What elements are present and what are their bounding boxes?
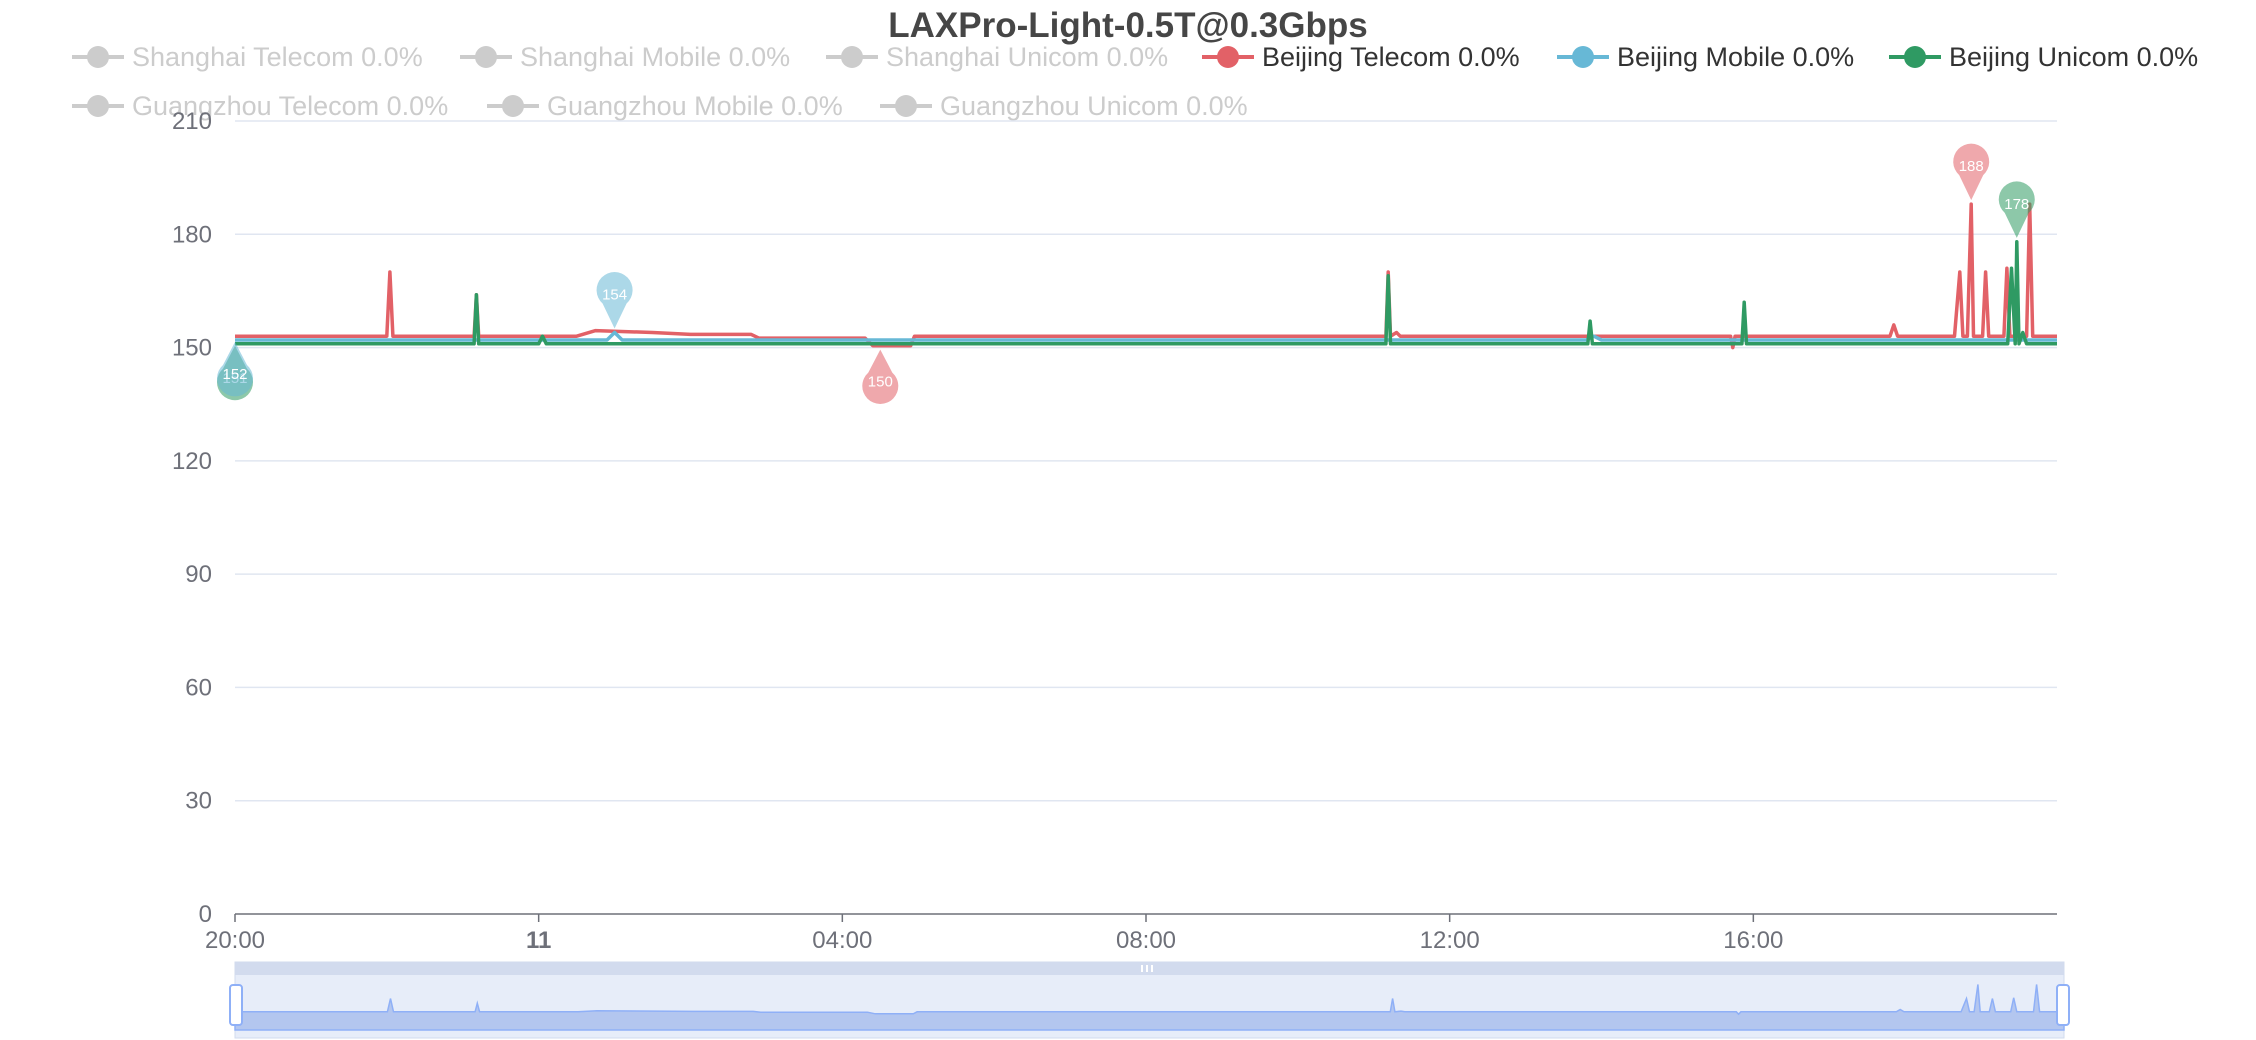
series-line-beijing-unicom[interactable] — [235, 240, 2057, 346]
y-axis: 0 30 60 90 120 150 180 210 — [172, 108, 212, 928]
x-tick-label: 04:00 — [812, 927, 872, 954]
y-tick-label: 210 — [172, 108, 212, 135]
legend-line-dot-icon — [826, 46, 878, 68]
data-zoom-preview — [234, 984, 2065, 1031]
chart-title: LAXPro-Light-0.5T@0.3Gbps — [888, 6, 1368, 45]
legend-label: Beijing Telecom 0.0% — [1262, 41, 1520, 72]
legend-item-shanghai-unicom[interactable]: Shanghai Unicom 0.0% — [824, 37, 1168, 77]
x-tick-label: 20:00 — [205, 927, 265, 954]
legend-label: Beijing Mobile 0.0% — [1617, 41, 1855, 72]
marker-label: 178 — [2004, 196, 2029, 213]
legend-label: Guangzhou Unicom 0.0% — [940, 90, 1248, 121]
legend-item-beijing-unicom[interactable]: Beijing Unicom 0.0% — [1887, 37, 2198, 77]
y-tick-label: 90 — [185, 561, 212, 588]
legend-line-dot-icon — [72, 95, 124, 117]
legend-line-dot-icon — [487, 95, 539, 117]
marker-max-beijing-telecom[interactable]: 188 — [1953, 143, 1990, 201]
data-zoom-right-handle[interactable] — [2056, 984, 2070, 1026]
x-axis: 20:00 11 04:00 08:00 12:00 16:00 — [205, 913, 2057, 954]
x-tick-label: 11 — [526, 927, 551, 954]
legend-line-dot-icon — [72, 46, 124, 68]
legend-item-guangzhou-telecom[interactable]: Guangzhou Telecom 0.0% — [70, 86, 448, 126]
legend: Shanghai Telecom 0.0% Shanghai Mobile 0.0… — [0, 0, 2256, 150]
data-zoom-left-handle[interactable] — [229, 984, 243, 1026]
legend-item-guangzhou-mobile[interactable]: Guangzhou Mobile 0.0% — [485, 86, 843, 126]
y-tick-label: 180 — [172, 221, 212, 248]
marker-label: 188 — [1959, 158, 1984, 175]
y-tick-label: 120 — [172, 448, 212, 475]
series-line-beijing-mobile[interactable] — [235, 330, 2057, 342]
x-tick-label: 16:00 — [1723, 927, 1783, 954]
marker-label: 152 — [222, 366, 247, 383]
series-lines — [235, 202, 2057, 350]
y-tick-label: 150 — [172, 335, 212, 362]
x-tick-label: 12:00 — [1420, 927, 1480, 954]
legend-label: Shanghai Unicom 0.0% — [886, 41, 1169, 72]
y-tick-label: 0 — [199, 901, 212, 928]
legend-item-shanghai-mobile[interactable]: Shanghai Mobile 0.0% — [458, 37, 790, 77]
legend-line-dot-icon — [460, 46, 512, 68]
legend-line-dot-icon — [1202, 46, 1254, 68]
marker-label: 150 — [868, 374, 893, 391]
legend-item-guangzhou-unicom[interactable]: Guangzhou Unicom 0.0% — [878, 86, 1248, 126]
y-tick-label: 60 — [185, 674, 212, 701]
legend-label: Shanghai Telecom 0.0% — [132, 41, 423, 72]
data-zoom-slider[interactable] — [229, 961, 2070, 1039]
legend-item-shanghai-telecom[interactable]: Shanghai Telecom 0.0% — [70, 37, 423, 77]
legend-label: Guangzhou Telecom 0.0% — [132, 90, 449, 121]
legend-line-dot-icon — [1889, 46, 1941, 68]
legend-line-dot-icon — [1557, 46, 1609, 68]
x-tick-label: 08:00 — [1116, 927, 1176, 954]
legend-label: Shanghai Mobile 0.0% — [520, 41, 791, 72]
data-zoom-move-handle-icon[interactable] — [1141, 965, 1153, 972]
legend-item-beijing-mobile[interactable]: Beijing Mobile 0.0% — [1555, 37, 1854, 77]
legend-label: Guangzhou Mobile 0.0% — [547, 90, 843, 121]
marker-label: 154 — [602, 286, 627, 303]
marker-max-beijing-mobile[interactable]: 154 — [596, 272, 633, 329]
legend-label: Beijing Unicom 0.0% — [1949, 41, 2199, 72]
legend-item-beijing-telecom[interactable]: Beijing Telecom 0.0% — [1200, 37, 1520, 77]
y-tick-label: 30 — [185, 788, 212, 815]
marker-max-beijing-unicom[interactable]: 178 — [1998, 181, 2035, 238]
value-markers: 151152154150188178 — [217, 143, 2035, 404]
data-zoom-move-bar[interactable] — [235, 962, 2064, 975]
marker-min-beijing-telecom[interactable]: 150 — [862, 349, 899, 404]
grid-lines — [235, 120, 2057, 802]
series-line-beijing-telecom[interactable] — [235, 202, 2057, 350]
legend-line-dot-icon — [880, 95, 932, 117]
marker-min-beijing-mobile[interactable]: 152 — [217, 342, 253, 397]
